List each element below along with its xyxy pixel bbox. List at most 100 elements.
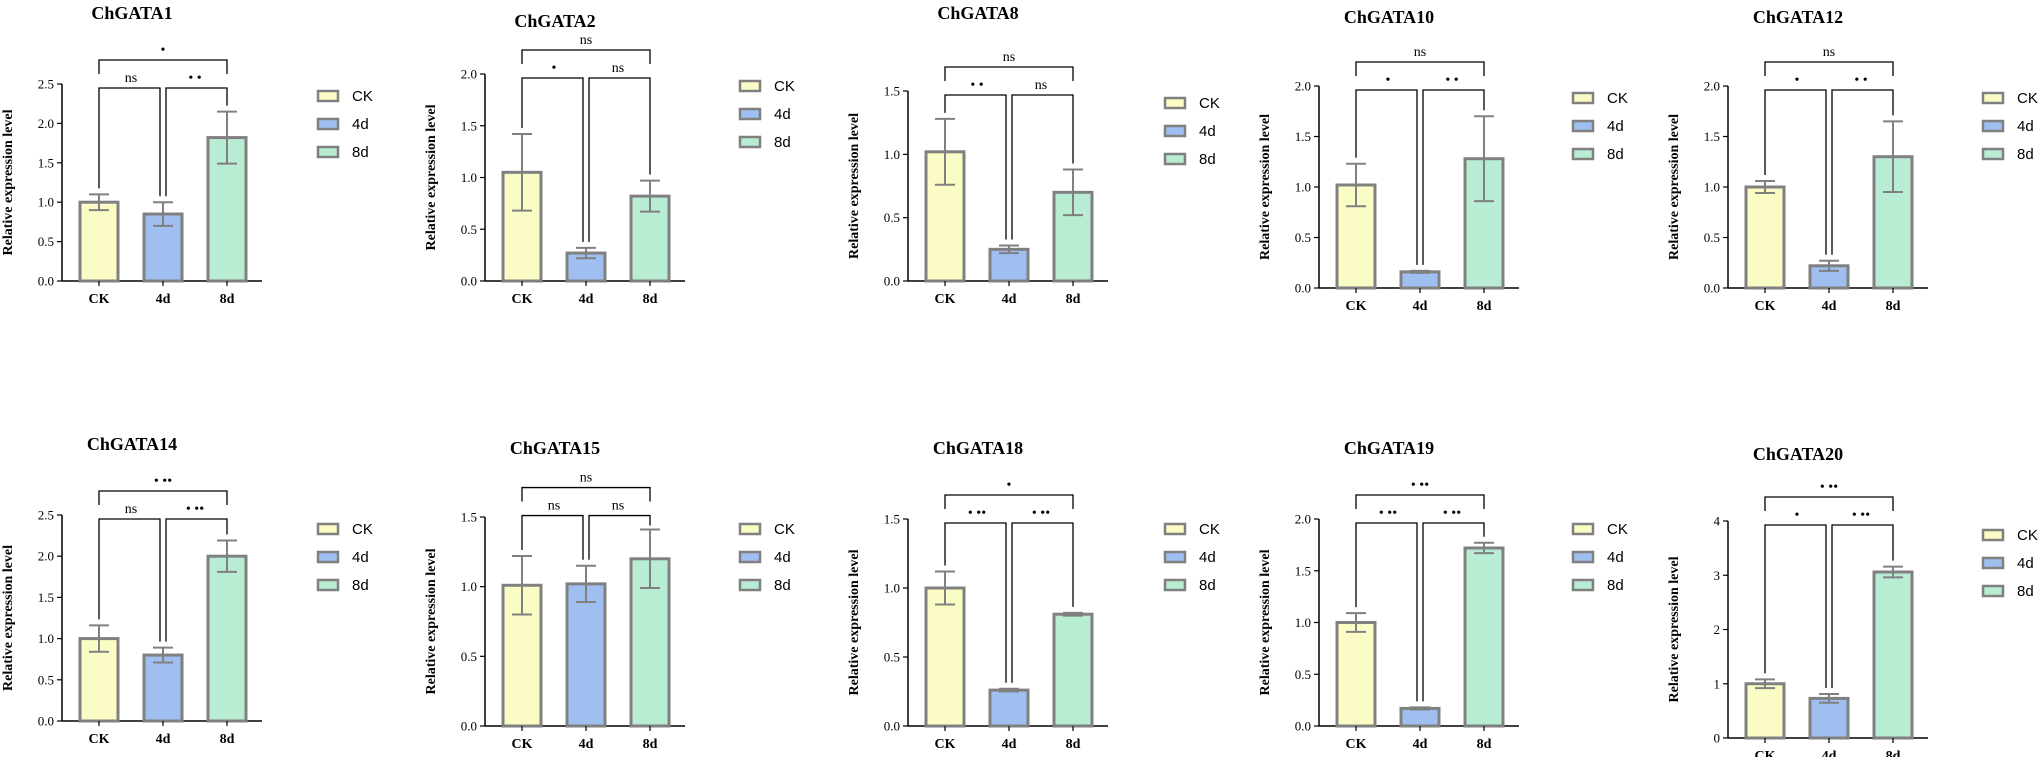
significance-label: •	[552, 61, 557, 76]
legend-label: 4d	[1199, 123, 1216, 140]
chart-panel-ChGATA8: ChGATA8 Relative expression level 0.0 0.5 1.…	[847, 3, 1220, 307]
legend-label: 4d	[774, 106, 791, 123]
significance-label: • ••	[1379, 506, 1397, 521]
legend-swatch-4d	[1163, 124, 1187, 138]
y-tick-label: 1.0	[461, 170, 477, 185]
y-tick-label: 0.5	[1704, 230, 1720, 245]
y-tick-label: 1.5	[38, 590, 54, 605]
y-tick-label: 2.0	[38, 116, 54, 131]
y-tick-label: 1.0	[38, 195, 54, 210]
x-tick-label: 8d	[1477, 737, 1492, 752]
x-tick-label: CK	[1346, 299, 1367, 314]
y-tick-label: 0.0	[1704, 281, 1720, 296]
x-tick-label: CK	[935, 292, 956, 307]
legend-label: 8d	[774, 134, 791, 151]
x-tick-label: 4d	[1822, 749, 1837, 757]
legend-swatch-4d	[316, 550, 340, 564]
legend-swatch-4d	[738, 107, 762, 121]
y-tick-label: 0.0	[1295, 281, 1311, 296]
significance-bracket	[1764, 61, 1894, 76]
x-tick-label: 8d	[220, 732, 235, 747]
y-tick-label: 0.5	[461, 222, 477, 237]
x-tick-label: 8d	[643, 292, 658, 307]
y-tick-label: 2.0	[1295, 79, 1311, 94]
legend-swatch-CK	[1163, 522, 1187, 536]
x-tick-label: CK	[935, 737, 956, 752]
x-tick-label: 4d	[1002, 737, 1017, 752]
legend-label: CK	[1199, 95, 1220, 112]
chart-panel-ChGATA15: ChGATA15 Relative expression level 0.0 0.5 1…	[424, 438, 795, 752]
chart-panel-ChGATA19: ChGATA19 Relative expression level 0.0 0.5 1…	[1258, 438, 1628, 752]
significance-label: ns	[580, 471, 592, 486]
legend-label: 8d	[1607, 146, 1624, 163]
significance-label: •	[1795, 508, 1800, 523]
bar-CK	[1335, 621, 1377, 728]
x-tick-label: 4d	[579, 292, 594, 307]
significance-bracket	[1831, 524, 1894, 689]
significance-bracket	[521, 49, 651, 64]
legend-label: 4d	[2017, 118, 2034, 135]
bar-4d	[988, 688, 1030, 728]
bar-4d	[142, 653, 184, 723]
chart-panel-ChGATA2: ChGATA2 Relative expression level 0.0 0.5 1.…	[424, 11, 795, 307]
significance-bracket	[944, 94, 1007, 240]
y-tick-label: 1.5	[38, 155, 54, 170]
legend-swatch-CK	[1571, 522, 1595, 536]
significance-label: • ••	[1852, 508, 1870, 523]
significance-bracket	[1011, 522, 1074, 683]
significance-label: •	[1795, 73, 1800, 88]
y-tick-label: 0.5	[461, 649, 477, 664]
x-tick-label: 4d	[156, 732, 171, 747]
significance-bracket	[1764, 496, 1894, 511]
y-tick-label: 0.5	[884, 650, 900, 665]
legend-swatch-CK	[1163, 96, 1187, 110]
chart-title: ChGATA1	[91, 3, 172, 23]
significance-label: ns	[580, 33, 592, 48]
y-tick-label: 0.0	[461, 274, 477, 289]
chart-title: ChGATA19	[1344, 438, 1434, 458]
significance-label: ns	[1414, 45, 1426, 60]
y-tick-label: 1	[1714, 676, 1721, 691]
legend-swatch-CK	[316, 89, 340, 103]
significance-label: ns	[1823, 45, 1835, 60]
y-tick-label: 1.5	[461, 118, 477, 133]
legend-label: CK	[774, 78, 795, 95]
legend-swatch-8d	[316, 578, 340, 592]
bar-8d	[1872, 570, 1914, 740]
significance-label: • •	[970, 78, 983, 93]
legend-swatch-4d	[1981, 119, 2005, 133]
legend-label: CK	[352, 521, 373, 538]
y-tick-label: 3	[1714, 568, 1721, 583]
chart-title: ChGATA18	[933, 438, 1023, 458]
chart-panel-ChGATA1: ChGATA1 Relative expression level 0.0 0.5 1.…	[1, 3, 373, 307]
legend-swatch-CK	[316, 522, 340, 536]
significance-label: ns	[1035, 78, 1047, 93]
x-tick-label: 4d	[156, 292, 171, 307]
y-tick-label: 2.0	[38, 549, 54, 564]
x-tick-label: CK	[89, 292, 110, 307]
significance-bracket	[521, 514, 584, 560]
significance-label: • ••	[1032, 506, 1050, 521]
legend-label: CK	[774, 521, 795, 538]
y-tick-label: 1.0	[1295, 615, 1311, 630]
y-tick-label: 0.0	[38, 714, 54, 729]
legend-swatch-4d	[738, 550, 762, 564]
legend-swatch-8d	[1571, 578, 1595, 592]
significance-bracket	[1422, 89, 1485, 265]
y-tick-label: 2.5	[38, 508, 54, 523]
significance-bracket	[521, 77, 584, 242]
significance-label: • •	[188, 71, 201, 86]
y-tick-label: 0.0	[884, 274, 900, 289]
bar-CK	[1744, 682, 1786, 740]
significance-bracket	[521, 486, 651, 502]
chart-title: ChGATA20	[1753, 444, 1843, 464]
significance-bracket	[98, 59, 228, 74]
y-tick-label: 1.0	[1295, 180, 1311, 195]
bar-CK	[1744, 185, 1786, 290]
significance-label: •	[1386, 73, 1391, 88]
legend-label: 8d	[1199, 151, 1216, 168]
significance-bracket	[165, 87, 228, 197]
y-axis-label: Relative expression level	[1258, 114, 1273, 260]
y-tick-label: 0	[1714, 731, 1721, 746]
